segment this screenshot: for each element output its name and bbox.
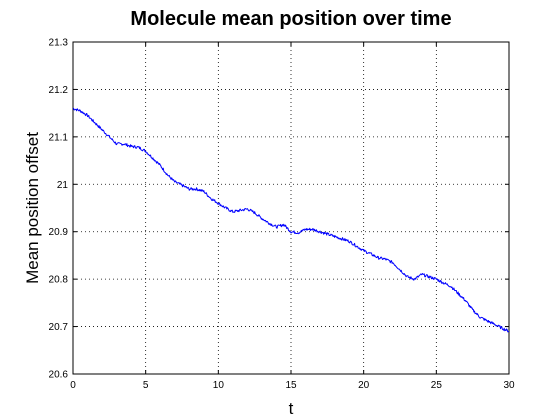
y-tick-label: 20.8: [49, 275, 69, 286]
series-layer: [72, 107, 510, 333]
x-tick-label: 10: [213, 380, 225, 391]
y-tick-label: 21.1: [49, 132, 69, 143]
y-tick-label: 20.7: [49, 322, 69, 333]
x-tick-label: 30: [503, 380, 515, 391]
y-tick-label: 20.9: [49, 227, 69, 238]
y-axis-title: Mean position offset: [23, 132, 42, 284]
y-tick-label: 20.6: [49, 370, 69, 381]
series-line: [72, 107, 510, 333]
x-axis-title: t: [289, 399, 294, 418]
grid: [73, 42, 509, 374]
y-tick-label: 21.2: [49, 85, 69, 96]
x-tick-label: 0: [70, 380, 76, 391]
y-tick-label: 21.3: [49, 38, 69, 49]
ticks: 0 5 10 15 20 25 30 20.6 20.7 20.8 20.9 21 21.1 21.2 21…: [49, 38, 515, 392]
x-tick-label: 5: [143, 380, 149, 391]
chart-title: Molecule mean position over time: [130, 8, 451, 30]
x-tick-label: 25: [431, 380, 443, 391]
x-tick-label: 20: [358, 380, 370, 391]
x-tick-label: 15: [285, 380, 297, 391]
y-tick-label: 21: [57, 180, 69, 191]
